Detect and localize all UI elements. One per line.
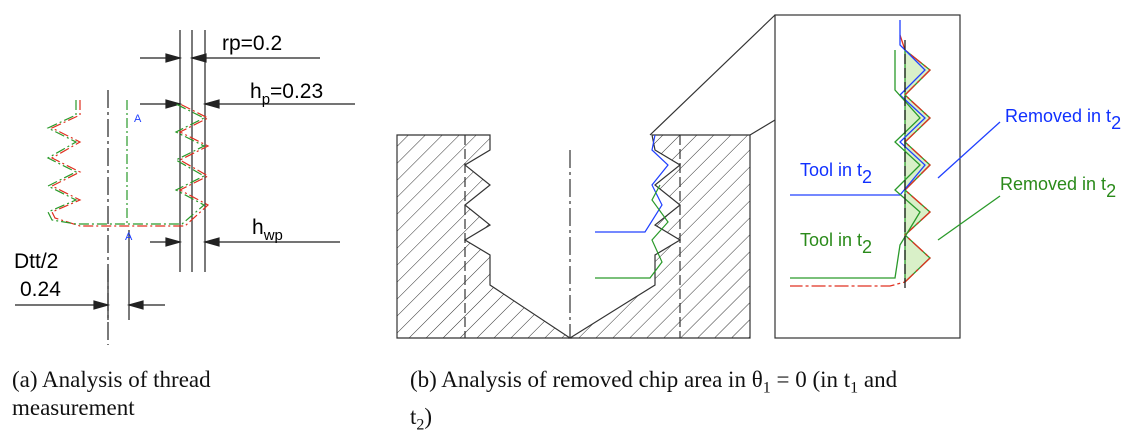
label-text: Tool in t (800, 160, 862, 180)
hp-sub: p (262, 91, 270, 108)
label-sub: 2 (862, 167, 872, 187)
caption-b: (b) Analysis of removed chip area in θ1 … (410, 366, 1130, 433)
label-text: Removed in t (1005, 106, 1111, 126)
section-label: A (134, 113, 142, 125)
figure-page: rp=0.2 hp=0.23 A A hwp Dtt/2 0.24 Remove… (0, 0, 1146, 433)
panel-a (15, 30, 355, 345)
caption-a: (a) Analysis of thread measurement (12, 366, 211, 422)
label-text: Removed in t (1000, 174, 1106, 194)
hp-base: h (250, 80, 262, 103)
caption-sub: 1 (763, 380, 771, 397)
caption-line: t2) (410, 403, 1130, 433)
caption-text: and (858, 367, 897, 392)
label-sub: 2 (1106, 181, 1116, 201)
section-label: A (125, 231, 133, 243)
caption-line: measurement (12, 394, 211, 422)
caption-line: (a) Analysis of thread (12, 366, 211, 394)
figure: rp=0.2 hp=0.23 A A hwp Dtt/2 0.24 Remove… (0, 0, 1146, 345)
rp-label: rp=0.2 (222, 32, 282, 55)
label-sub: 2 (862, 237, 872, 257)
panel-b (397, 15, 960, 338)
hwp-sub: wp (263, 227, 283, 244)
label-text: Tool in t (800, 230, 862, 250)
removed-label: Removed in t2 (1000, 174, 1116, 201)
label-sub: 2 (1111, 113, 1121, 133)
hp-rest: =0.23 (270, 80, 323, 103)
caption-text: = 0 (in t (771, 367, 850, 392)
dtt-value: 0.24 (20, 278, 61, 301)
hwp-label: hwp (252, 216, 283, 244)
removed-label: Removed in t2 (1005, 106, 1121, 133)
caption-text: (b) Analysis of removed chip area in θ (410, 367, 763, 392)
dtt-label: Dtt/2 (14, 250, 58, 273)
hwp-base: h (252, 216, 264, 239)
caption-sub: 1 (850, 380, 858, 397)
caption-line: (b) Analysis of removed chip area in θ1 … (410, 366, 1130, 403)
caption-text: ) (424, 404, 432, 429)
